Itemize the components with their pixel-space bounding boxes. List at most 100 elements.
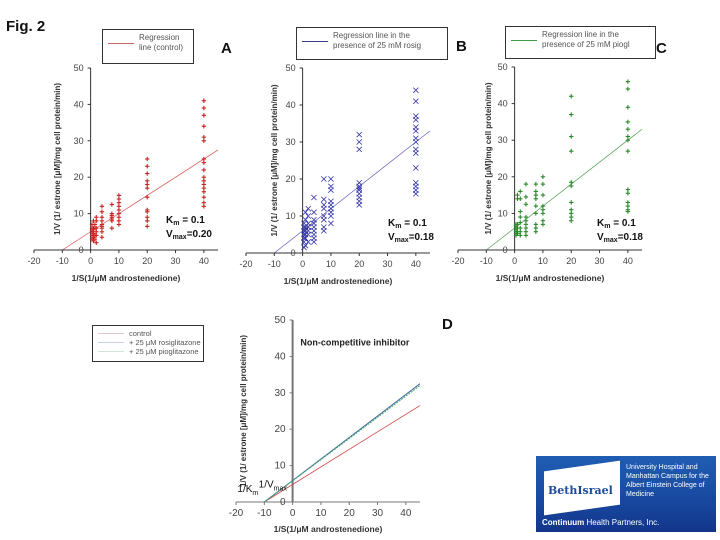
panel-a-data-point [145,164,150,169]
panel-b-km-annotation: Km = 0.1 [388,218,427,230]
panel-b-data-point [412,87,419,94]
panel-b-y-tick-label: 10 [286,211,296,221]
panel-d-x-tick-label: -20 [229,508,244,519]
panel-c-data-point [533,211,539,216]
panel-b-data-point [356,146,363,153]
panel-b-data-point [412,113,419,119]
panel-a-x-tick-label: 10 [114,256,124,266]
panel-c-data-point [515,192,520,198]
panel-c-data-point [540,203,546,209]
panel-b-point-stroke [311,209,317,216]
panel-b-y-tick-label: 50 [286,63,296,73]
panel-b-data-point [356,139,363,145]
panel-d-y-tick-label: 50 [274,315,286,326]
panel-c-data-point [523,214,529,220]
panel-a-y-tick-label: 40 [74,99,84,109]
panel-a-data-point [201,200,207,205]
panel-b-point-stroke [320,224,327,230]
panel-c-data-point [518,196,523,201]
panel-c-x-tick-label: 0 [512,256,517,266]
panel-a-data-point [201,134,207,140]
panel-c-y-tick-label: 50 [498,62,508,72]
logo-footer-rest: Health Partners, Inc. [584,518,660,527]
panel-a-x-label: 1/S(1/μM androstenedione) [72,273,181,283]
legend-label-c: Regression line in the presence of 25 mM… [542,30,630,49]
panel-c-data-point [523,202,529,207]
panel-d-x-tick-label: -10 [257,508,272,519]
logo-name: BethIsrael [548,484,613,497]
panel-letter-b: B [456,38,467,55]
legend-a: Regression line (control) [102,29,194,64]
panel-d-title: Non-competitive inhibitor [300,337,409,347]
panel-a-x-tick-label: 20 [142,256,152,266]
panel-a-x-tick-label: 0 [88,256,93,266]
panel-d-x-tick-label: 0 [290,508,296,519]
panel-a-y-tick-label: 0 [79,245,84,255]
panel-c-data-point [625,79,631,84]
panel-c-y-tick-label: 0 [503,245,508,255]
panel-b-x-tick-label: -10 [268,259,281,269]
panel-c-y-tick-label: 10 [498,208,508,218]
panel-c-vmax-annotation: Vmax=0.18 [597,232,643,244]
panel-b-data-point [320,213,327,219]
legend-swatch-d-rosig [98,342,124,343]
panel-c-data-point [569,207,574,212]
panel-d-series-line-2 [264,385,421,503]
panel-a-data-point [109,225,115,231]
panel-a-y-tick-label: 50 [74,63,84,73]
panel-letter-a: A [221,40,232,57]
panel-b-data-point [320,176,327,182]
panel-c-y-tick-label: 30 [498,135,508,145]
panel-a-data-point [99,209,105,214]
panel-b-data-point [356,131,363,138]
panel-c-data-point [625,119,631,125]
panel-c-y-tick-label: 40 [498,99,508,109]
panel-c-data-point [533,222,539,227]
panel-a-data-point [201,113,207,118]
panel-c-data-point [518,189,523,194]
panel-c-y-tick-label: 20 [498,172,508,182]
panel-c-data-point [625,148,631,154]
panel-c-km-annotation: Km = 0.1 [597,218,636,230]
panel-b-data-point [328,183,334,190]
legend-c: Regression line in the presence of 25 mM… [505,26,656,59]
panel-b-data-point [305,213,312,219]
panel-d-y-tick-label: 20 [274,424,286,435]
panel-b-point-stroke [412,165,419,171]
panel-c-data-point [540,192,546,198]
panel-b-data-point [328,198,334,205]
panel-a-regression-line [62,149,219,251]
panel-c-data-point [625,200,631,205]
panel-a-data-point [201,195,207,200]
panel-a-data-point [201,156,207,162]
panel-d-series-line-1 [264,383,421,503]
logo-subtitle: University Hospital and Manhattan Campus… [626,464,709,498]
legend-d: control + 25 μM rosiglitazone + 25 μM pi… [92,325,204,362]
panel-b-x-tick-label: 0 [300,259,305,269]
panel-b-data-point [320,196,327,203]
panel-b-point-stroke [356,131,363,138]
panel-d-series-line-0 [264,405,421,503]
panel-a-data-point [201,105,207,111]
panel-d-x-tick-label: 10 [315,508,327,519]
legend-swatch-control [108,42,134,44]
panel-b-x-tick-label: 30 [383,259,393,269]
panel-a-data-point [145,171,150,176]
panel-b-point-stroke [301,220,307,227]
panel-c-data-point [518,214,523,220]
panel-b-data-point [311,194,317,201]
panel-b-data-point [412,98,419,105]
panel-b-y-label: 1/V (1/ estrone [μM]/mg cell protein/min… [270,84,279,236]
panel-c-data-point [625,105,631,110]
panel-d-x-label: 1/S(1/μM androstenedione) [274,524,383,534]
legend-label-d-1: + 25 μM rosiglitazone [129,338,201,347]
panel-b-regression-line [274,130,431,254]
logo-footer: Continuum Health Partners, Inc. [542,518,659,527]
panel-a-data-point [145,207,150,213]
panel-a-data-point [201,175,207,180]
panel-b-point-stroke [328,176,334,182]
panel-b-data-point [311,216,317,223]
panel-d-x-tick-label: 30 [372,508,384,519]
panel-b-data-point [412,179,419,186]
panel-c-data-point [523,181,529,187]
